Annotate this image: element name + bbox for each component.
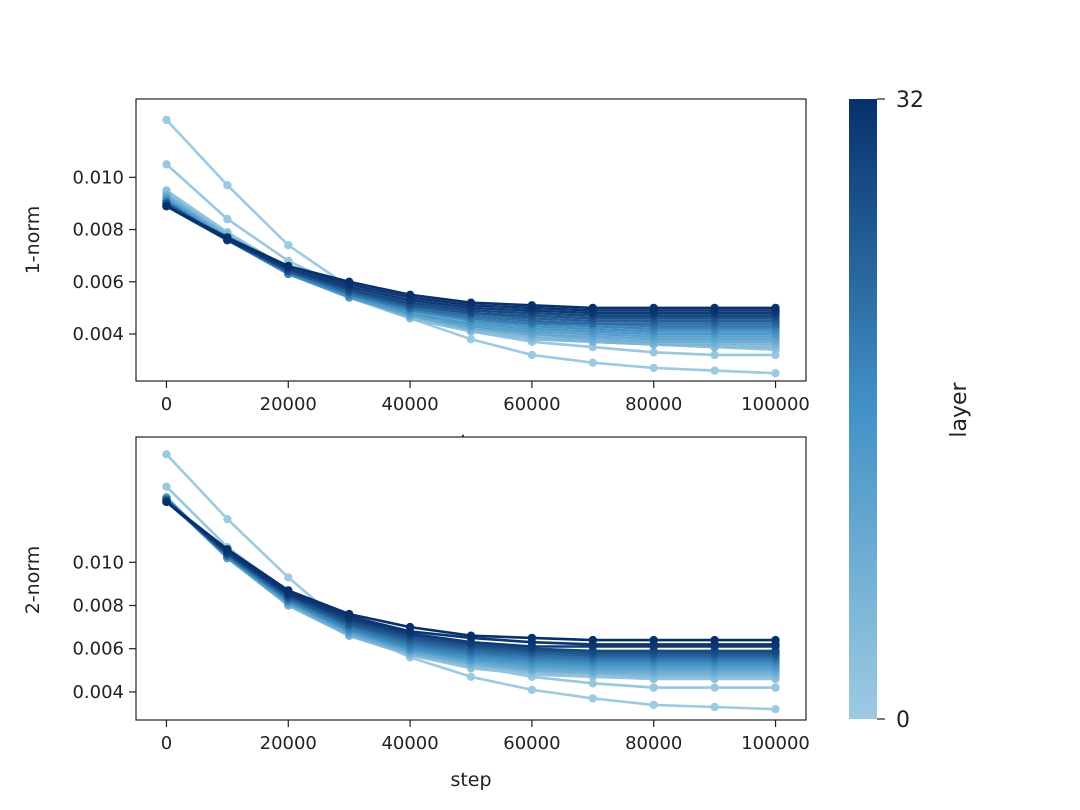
data-point bbox=[527, 301, 537, 310]
data-point bbox=[771, 303, 780, 313]
data-point bbox=[466, 631, 476, 640]
x-tick-label: 100000 bbox=[741, 394, 810, 415]
data-point bbox=[223, 233, 232, 242]
x-tick-label: 40000 bbox=[381, 733, 438, 754]
data-point bbox=[588, 303, 597, 313]
data-point bbox=[223, 181, 232, 190]
y-tick-label: 0.006 bbox=[72, 272, 124, 293]
y-ticks: 0.004 0.006 0.008 0.010 bbox=[72, 167, 136, 345]
data-point bbox=[710, 350, 719, 360]
data-point bbox=[771, 635, 780, 645]
x-tick-label: 40000 bbox=[381, 394, 438, 415]
data-point bbox=[649, 700, 658, 710]
series-layer-0 bbox=[162, 115, 780, 378]
series-layer-32 bbox=[162, 497, 780, 645]
data-point bbox=[649, 303, 658, 313]
colorbar: 32 0 layer bbox=[849, 88, 972, 733]
data-point bbox=[162, 482, 171, 491]
plot-frame bbox=[135, 98, 807, 382]
data-point bbox=[162, 201, 171, 211]
data-point bbox=[649, 635, 658, 645]
data-point bbox=[710, 366, 719, 375]
data-point bbox=[649, 683, 658, 692]
data-point bbox=[527, 633, 537, 643]
y-ticks: 0.004 0.006 0.008 0.010 bbox=[72, 552, 136, 703]
data-point bbox=[162, 160, 171, 169]
y-tick-label: 0.010 bbox=[72, 167, 124, 188]
data-point bbox=[466, 672, 476, 681]
series-layer-32 bbox=[162, 201, 780, 313]
plot-frame bbox=[135, 436, 807, 721]
x-tick-label: 20000 bbox=[260, 733, 317, 754]
colorbar-min-label: 0 bbox=[896, 708, 910, 733]
data-point bbox=[223, 514, 232, 524]
x-tick-label: 0 bbox=[161, 733, 172, 754]
x-tick-label: 100000 bbox=[741, 733, 810, 754]
data-point bbox=[710, 303, 719, 313]
data-point bbox=[223, 545, 232, 554]
data-point bbox=[162, 115, 171, 125]
data-point bbox=[284, 261, 293, 271]
x-tick-label: 60000 bbox=[503, 394, 560, 415]
data-point bbox=[527, 685, 537, 694]
y-tick-label: 0.008 bbox=[72, 596, 124, 617]
y-tick-label: 0.004 bbox=[72, 682, 124, 703]
data-point bbox=[771, 683, 780, 692]
series-line bbox=[165, 204, 776, 315]
y-tick-label: 0.004 bbox=[72, 324, 124, 345]
x-tick-label: 0 bbox=[161, 394, 172, 415]
data-point bbox=[527, 350, 537, 360]
data-point bbox=[162, 450, 171, 459]
data-point bbox=[771, 369, 780, 378]
data-point bbox=[345, 277, 354, 286]
colorbar-gradient bbox=[849, 99, 877, 719]
data-point bbox=[588, 679, 597, 688]
data-point bbox=[710, 635, 719, 645]
data-point bbox=[284, 241, 293, 250]
x-tick-label: 60000 bbox=[503, 733, 560, 754]
y-axis-label: 1-norm bbox=[22, 206, 44, 275]
x-ticks: 0 20000 40000 60000 80000 100000 bbox=[161, 381, 810, 415]
y-tick-label: 0.006 bbox=[72, 639, 124, 660]
x-tick-label: 80000 bbox=[625, 394, 682, 415]
x-tick-label: 80000 bbox=[625, 733, 682, 754]
series-layer-31 bbox=[162, 201, 780, 315]
x-tick-label: 20000 bbox=[260, 394, 317, 415]
y-axis-label: 2-norm bbox=[22, 546, 44, 615]
data-point bbox=[405, 290, 415, 299]
data-point bbox=[162, 497, 171, 506]
x-axis-label: step bbox=[450, 769, 491, 791]
data-point bbox=[710, 702, 719, 712]
series-lines bbox=[162, 115, 780, 378]
data-point bbox=[405, 622, 415, 632]
colorbar-label: layer bbox=[947, 381, 972, 437]
data-point bbox=[284, 573, 293, 582]
data-point bbox=[588, 358, 597, 367]
data-point bbox=[466, 298, 476, 307]
chart-panel-1-norm: 0 20000 40000 60000 80000 100000 0.0040.0060.… bbox=[22, 98, 810, 453]
data-point bbox=[649, 348, 658, 357]
data-point bbox=[710, 683, 719, 692]
colorbar-max-label: 32 bbox=[896, 88, 924, 113]
x-ticks: 0 20000 40000 60000 80000 100000 bbox=[161, 720, 810, 754]
data-point bbox=[284, 586, 293, 595]
y-tick-label: 0.008 bbox=[72, 220, 124, 241]
data-point bbox=[345, 609, 354, 619]
data-point bbox=[466, 335, 476, 344]
data-point bbox=[588, 635, 597, 645]
series-lines bbox=[162, 450, 780, 714]
data-point bbox=[649, 363, 658, 373]
data-point bbox=[588, 694, 597, 703]
y-tick-label: 0.010 bbox=[72, 552, 124, 573]
data-point bbox=[771, 705, 780, 714]
chart-panel-2-norm: 0 20000 40000 60000 80000 100000 0.0040.0060.… bbox=[22, 436, 810, 791]
data-point bbox=[223, 214, 232, 224]
